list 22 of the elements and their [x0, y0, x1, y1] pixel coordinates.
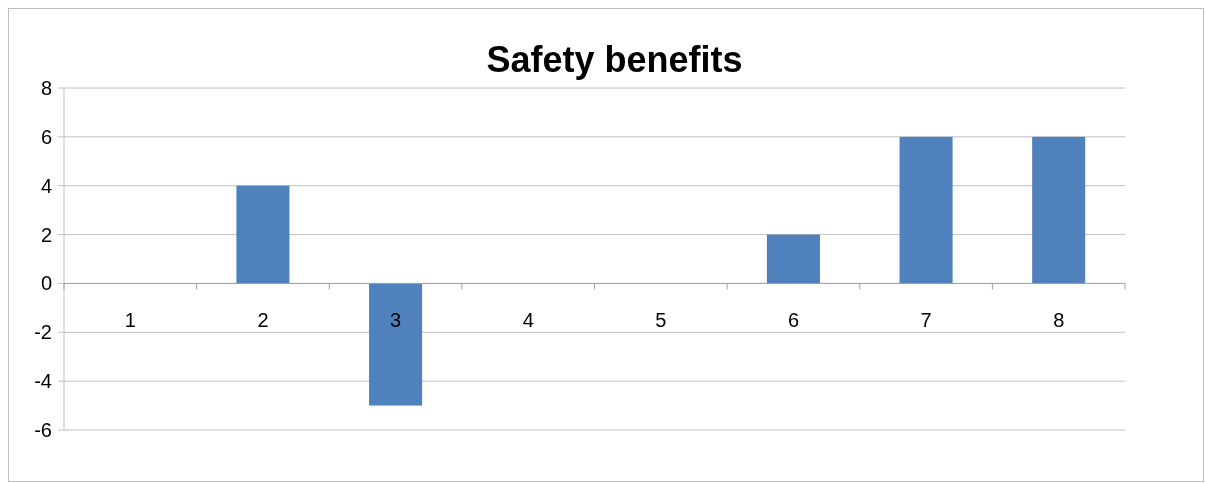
bar	[369, 283, 423, 406]
y-tick-label: 4	[40, 174, 52, 197]
y-tick-label: -6	[34, 419, 52, 441]
bar	[236, 185, 290, 284]
y-tick-label: -4	[34, 370, 52, 393]
chart-title: Safety benefits	[486, 39, 743, 80]
x-tick-label: 1	[124, 309, 136, 332]
x-tick-label: 7	[920, 309, 932, 332]
x-tick-label: 3	[390, 309, 402, 332]
x-tick-label: 5	[655, 309, 667, 332]
bar	[766, 234, 820, 284]
bar	[1032, 136, 1086, 284]
x-tick-label: 4	[522, 309, 534, 332]
y-tick-label: 6	[40, 125, 52, 148]
x-tick-label: 8	[1053, 309, 1065, 332]
y-tick-label: 0	[40, 272, 52, 295]
y-tick-label: -2	[34, 321, 52, 344]
y-tick-label: 8	[40, 77, 52, 99]
x-tick-label: 2	[257, 309, 269, 332]
y-tick-label: 2	[40, 223, 52, 246]
bar	[899, 136, 953, 284]
x-tick-label: 6	[787, 309, 799, 332]
